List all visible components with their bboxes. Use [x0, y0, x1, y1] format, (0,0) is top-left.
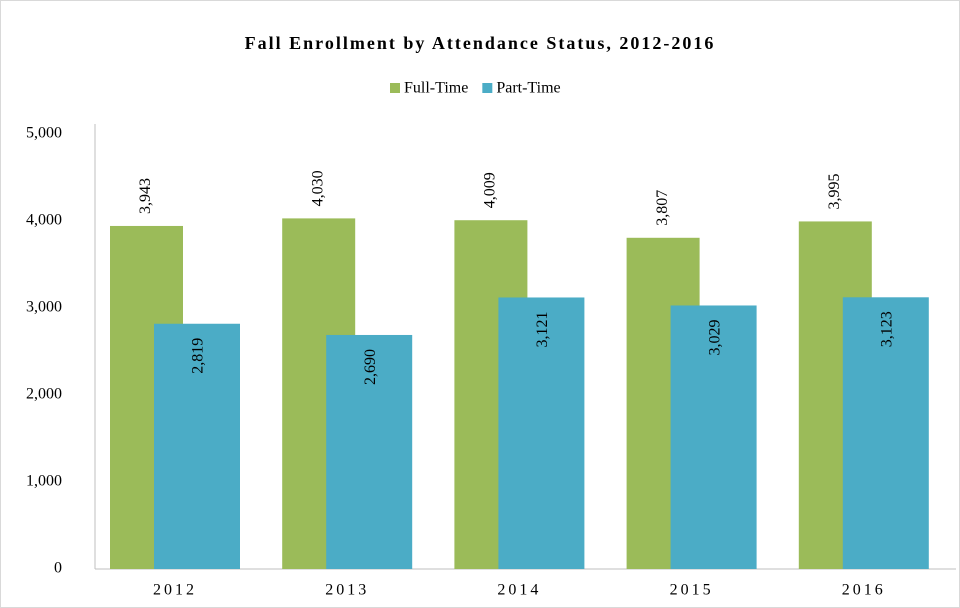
data-label: 2,690 [362, 349, 379, 385]
legend-swatch [390, 83, 400, 93]
data-label: 4,009 [482, 172, 499, 208]
data-label: 4,030 [309, 170, 326, 206]
bar [842, 297, 929, 569]
chart-title: Fall Enrollment by Attendance Status, 20… [245, 33, 716, 53]
legend-swatch [482, 83, 493, 93]
y-tick-label: 5,000 [26, 125, 62, 142]
x-tick-label: 2015 [670, 582, 714, 599]
x-tick-label: 2016 [842, 582, 886, 599]
x-tick-label: 2013 [325, 582, 369, 599]
data-label: 3,121 [534, 311, 551, 347]
bar [326, 334, 413, 569]
bar [670, 305, 757, 569]
x-tick-label: 2012 [153, 582, 197, 599]
legend-label: Part-Time [496, 80, 560, 97]
data-label: 2,819 [190, 338, 207, 374]
data-label: 3,807 [654, 190, 671, 226]
data-label: 3,029 [706, 319, 723, 355]
data-label: 3,123 [878, 311, 895, 347]
data-label: 3,995 [826, 173, 843, 209]
bar [498, 297, 585, 569]
y-tick-label: 0 [54, 560, 62, 577]
y-tick-label: 4,000 [26, 212, 62, 229]
bar [154, 323, 240, 569]
y-tick-label: 2,000 [26, 386, 62, 403]
x-tick-label: 2014 [497, 582, 541, 599]
data-label: 3,943 [137, 178, 154, 214]
y-tick-label: 3,000 [26, 299, 62, 316]
y-tick-label: 1,000 [26, 473, 62, 490]
legend-label: Full-Time [404, 80, 468, 97]
